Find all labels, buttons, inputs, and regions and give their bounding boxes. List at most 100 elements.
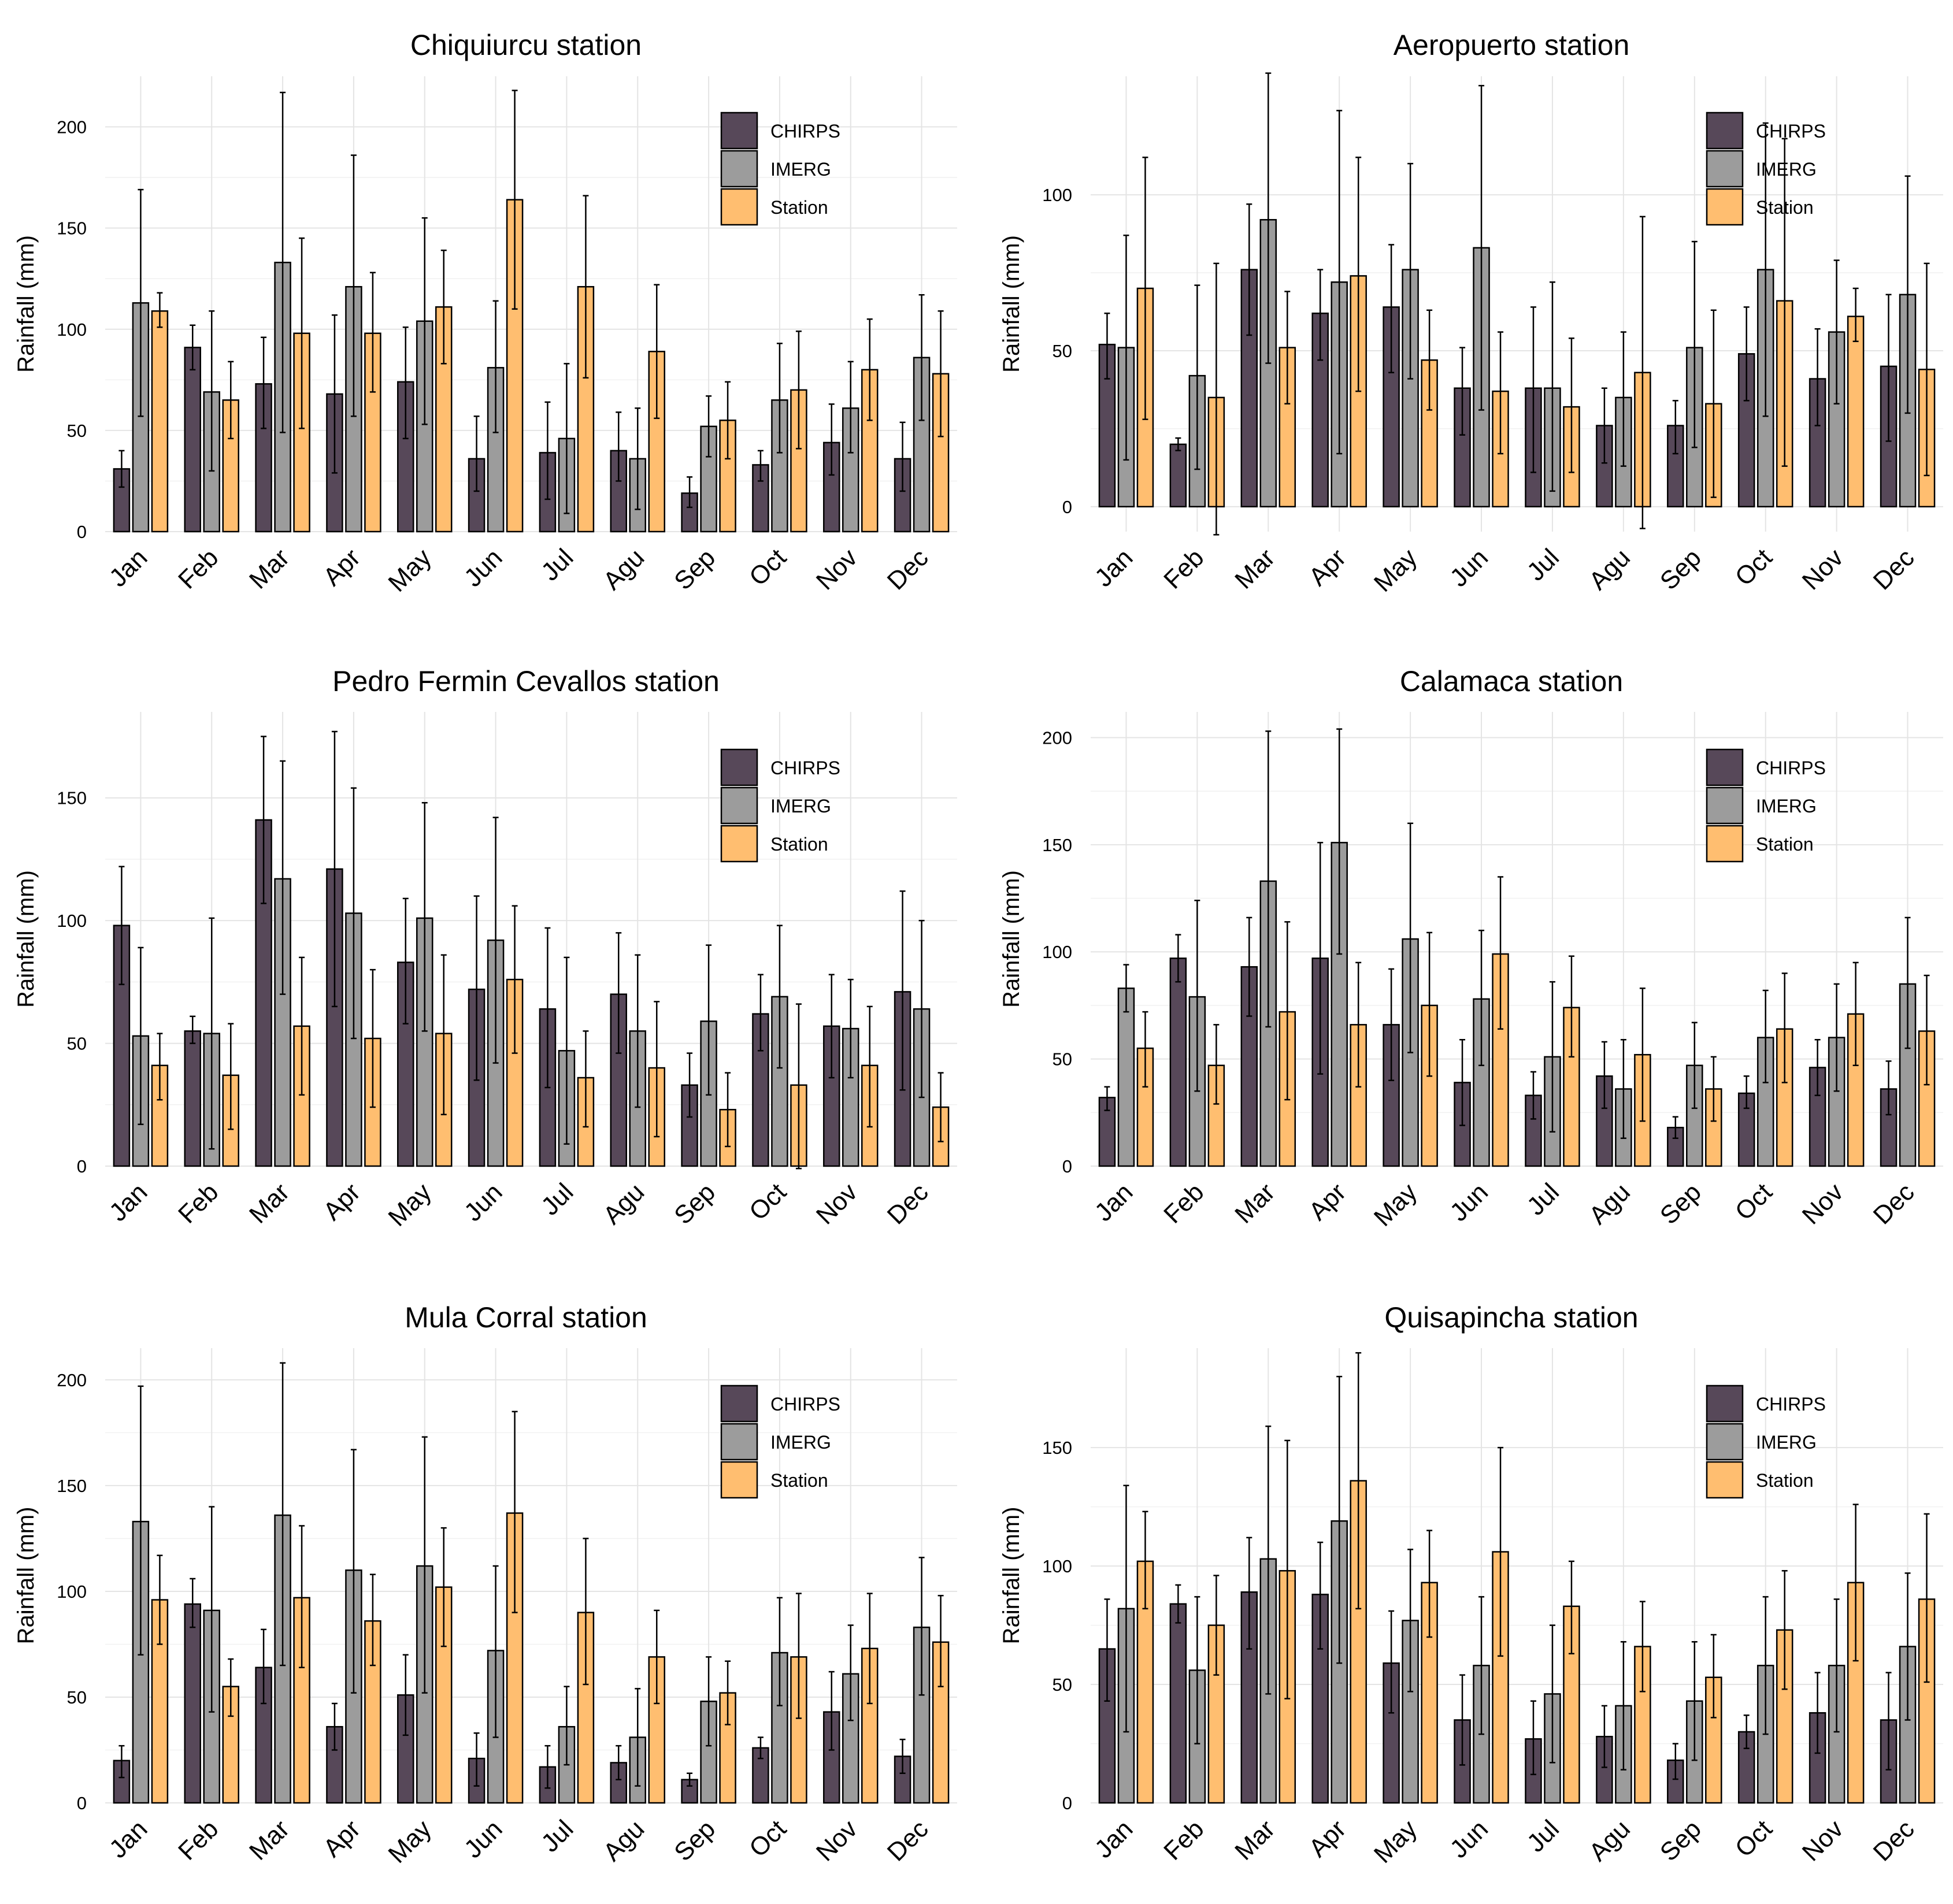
x-tick-label-agu: Agu (1584, 543, 1636, 595)
legend-label-imerg: IMERG (770, 1432, 831, 1453)
y-tick-label: 0 (77, 1156, 87, 1176)
series-imerg (1117, 728, 1917, 1167)
legend-swatch-chirps (720, 748, 758, 786)
x-tick-label-oct: Oct (1730, 1178, 1778, 1226)
series-chirps (113, 730, 911, 1167)
series-imerg (132, 760, 931, 1167)
x-tick-label-agu: Agu (1584, 1178, 1636, 1230)
x-tick-label-feb: Feb (173, 1178, 224, 1228)
legend-swatch-station (1706, 188, 1744, 226)
panel-pedro-fermin-cevallos-station: 0 50 100 150 Rainfall (mm) Pedro Fermin Ceval… (13, 665, 957, 1232)
chart-title: Chiquiurcu station (410, 29, 642, 61)
legend-label-chirps: CHIRPS (770, 121, 840, 142)
y-tick-label: 0 (1062, 1156, 1072, 1176)
series-station (1136, 138, 1936, 536)
x-tick-label-jul: Jul (536, 543, 579, 586)
y-axis-label: Rainfall (mm) (13, 1507, 39, 1645)
x-tick-label-may: May (383, 543, 436, 597)
x-tick-label-jun: Jun (459, 543, 508, 592)
x-tick-label-apr: Apr (318, 1814, 366, 1862)
series-chirps (113, 314, 911, 533)
series-station (151, 905, 950, 1170)
x-tick-label-oct: Oct (1730, 543, 1778, 591)
y-tick-label: 200 (57, 1370, 87, 1390)
bar-station-jan (151, 310, 169, 533)
x-tick-label-jul: Jul (536, 1814, 579, 1857)
legend-label-station: Station (770, 1470, 828, 1491)
x-tick-label-jul: Jul (1522, 543, 1565, 586)
x-tick-label-mar: Mar (1229, 1178, 1280, 1228)
x-tick-label-jan: Jan (104, 543, 153, 592)
y-tick-label: 100 (57, 320, 87, 340)
x-tick-label-sep: Sep (1655, 543, 1707, 595)
legend-swatch-imerg (1706, 150, 1744, 188)
bar-imerg-jan (132, 1520, 150, 1804)
bar-chirps-nov (823, 1025, 840, 1167)
panel-mula-corral-station: 0 50 100 150 200 Rainfall (mm) Mula Corral sta… (13, 1301, 957, 1869)
legend-label-chirps: CHIRPS (770, 1394, 840, 1415)
legend-label-station: Station (770, 197, 828, 218)
bar-station-may (435, 1033, 453, 1167)
x-tick-label-may: May (383, 1178, 436, 1231)
bar-chirps-feb (1169, 957, 1187, 1167)
bar-imerg-apr (345, 912, 362, 1167)
series-station (151, 90, 950, 533)
legend-label-imerg: IMERG (770, 159, 831, 180)
legend-swatch-chirps (720, 1385, 758, 1423)
y-axis-label: Rainfall (mm) (13, 235, 39, 373)
panel-aeropuerto-station: 0 50 100 Rainfall (mm) Aeropuerto station Jan… (999, 29, 1943, 597)
series-station (1136, 876, 1936, 1167)
x-tick-label-agu: Agu (598, 1814, 650, 1866)
y-tick-label: 50 (67, 1034, 87, 1054)
x-tick-label-jul: Jul (536, 1178, 579, 1220)
series-station (151, 1411, 950, 1804)
y-tick-label: 50 (1053, 1675, 1072, 1695)
panel-chiquiurcu-station: 0 50 100 150 200 Rainfall (mm) Chiquiurcu stat… (13, 29, 957, 597)
legend-swatch-chirps (1706, 1385, 1744, 1423)
x-tick-label-sep: Sep (669, 1178, 721, 1230)
legend-swatch-imerg (720, 786, 758, 825)
x-tick-label-dec: Dec (1868, 1814, 1920, 1866)
x-tick-label-jul: Jul (1522, 1178, 1565, 1220)
y-tick-label: 0 (77, 522, 87, 542)
x-tick-label-dec: Dec (882, 543, 934, 595)
x-tick-label-apr: Apr (1303, 543, 1351, 591)
legend-swatch-imerg (1706, 1423, 1744, 1461)
series-imerg (132, 1362, 931, 1804)
x-tick-label-jan: Jan (1089, 1814, 1139, 1864)
y-axis-label: Rainfall (mm) (999, 235, 1024, 373)
x-tick-label-sep: Sep (669, 1814, 721, 1866)
bar-station-jan (1136, 1560, 1154, 1804)
x-tick-label-apr: Apr (1303, 1178, 1351, 1226)
x-tick-label-jun: Jun (1444, 543, 1494, 592)
y-tick-label: 150 (1042, 1438, 1072, 1458)
x-tick-label-dec: Dec (1868, 1178, 1920, 1230)
legend-swatch-station (720, 825, 758, 863)
x-tick-label-nov: Nov (1797, 543, 1849, 595)
panel-quisapincha-station: 0 50 100 150 Rainfall (mm) Quisapincha statio… (999, 1301, 1943, 1869)
series-station (1136, 1352, 1936, 1804)
chart-title: Calamaca station (1400, 665, 1623, 697)
x-tick-label-feb: Feb (1158, 1178, 1209, 1228)
x-tick-label-agu: Agu (598, 543, 650, 595)
bar-chirps-feb (184, 1603, 201, 1804)
legend-swatch-imerg (720, 150, 758, 188)
legend-label-chirps: CHIRPS (1756, 1394, 1826, 1415)
bar-chirps-feb (184, 347, 201, 533)
x-tick-label-nov: Nov (811, 1814, 863, 1866)
bar-chirps-feb (1169, 1603, 1187, 1804)
chart-title: Quisapincha station (1384, 1301, 1638, 1334)
legend-swatch-chirps (1706, 112, 1744, 150)
y-axis-label: Rainfall (mm) (999, 1507, 1024, 1645)
y-axis-label: Rainfall (mm) (999, 870, 1024, 1008)
series-chirps (113, 1578, 911, 1804)
y-tick-label: 200 (57, 117, 87, 138)
x-tick-label-mar: Mar (244, 1178, 295, 1228)
x-tick-label-may: May (1369, 1814, 1422, 1868)
x-tick-label-dec: Dec (882, 1814, 934, 1866)
legend-swatch-imerg (720, 1423, 758, 1461)
x-tick-label-apr: Apr (1303, 1814, 1351, 1862)
bar-station-agu (1634, 1646, 1651, 1804)
x-tick-label-sep: Sep (1655, 1814, 1707, 1866)
